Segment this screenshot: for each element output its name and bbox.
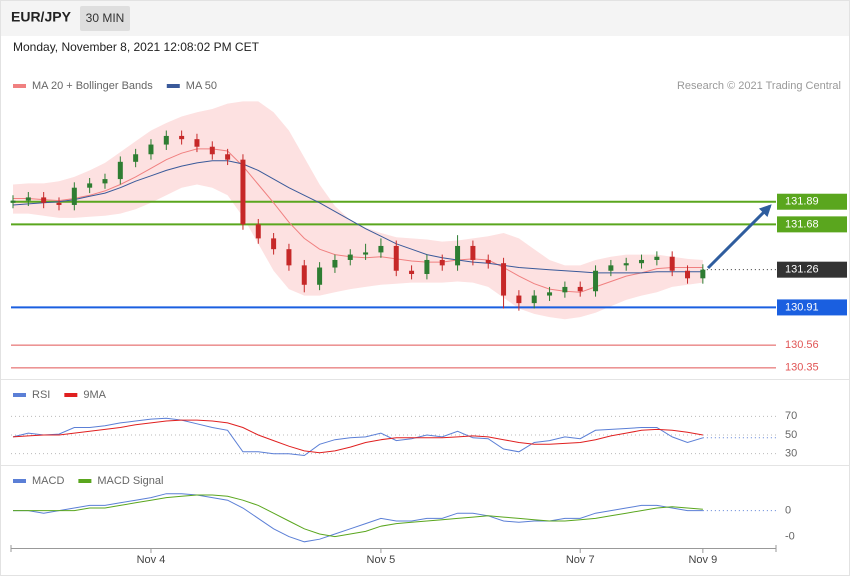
candle-body: [133, 154, 139, 162]
candle-body: [163, 135, 169, 145]
y-tick-label: 50: [785, 429, 797, 441]
candle-body: [669, 256, 675, 271]
interval-label[interactable]: 30 MIN: [86, 11, 125, 25]
price-level-label: 130.91: [785, 301, 819, 313]
candle-body: [639, 259, 645, 264]
y-tick-label: 30: [785, 448, 797, 460]
price-level-label: 130.56: [785, 339, 819, 351]
indicator-line: [13, 494, 703, 538]
source-note: Research © 2021 Trading Central: [677, 80, 841, 92]
candle-body: [393, 245, 399, 271]
candle-body: [562, 286, 568, 293]
candle-body: [301, 265, 307, 285]
interval-button[interactable]: [80, 6, 130, 31]
candle-body: [577, 286, 583, 292]
legend-swatch: [13, 84, 26, 88]
candle-body: [179, 135, 185, 140]
candle-body: [654, 256, 660, 260]
price-level-label: 131.68: [785, 218, 819, 230]
symbol: EUR/JPY: [11, 9, 72, 25]
candle-body: [194, 139, 200, 147]
legend-label: MA 50: [186, 80, 217, 92]
candle-body: [470, 245, 476, 260]
header-bar: [1, 1, 849, 36]
x-tick-label: Nov 4: [137, 554, 166, 566]
x-tick-label: Nov 7: [566, 554, 595, 566]
candle-body: [363, 252, 369, 255]
y-tick-label: 0: [785, 505, 791, 517]
candle-body: [240, 159, 246, 225]
candle-body: [516, 295, 522, 304]
price-level-box: [777, 299, 847, 316]
price-level-box: [777, 261, 847, 278]
candle-body: [378, 245, 384, 253]
candle-body: [271, 238, 277, 250]
y-tick-label: -0: [785, 531, 795, 543]
timestamp: Monday, November 8, 2021 12:08:02 PM CET: [13, 40, 260, 54]
legend-label: MA 20 + Bollinger Bands: [32, 80, 153, 92]
legend-swatch: [13, 393, 26, 397]
candle-body: [225, 154, 231, 160]
forecast-arrow: [706, 204, 772, 270]
candle-body: [317, 267, 323, 285]
candle-body: [593, 270, 599, 292]
x-tick-label: Nov 5: [367, 554, 396, 566]
indicator-line: [12, 417, 704, 457]
candle-body: [531, 295, 537, 304]
legend-swatch: [13, 479, 26, 483]
legend-label: MACD Signal: [97, 475, 163, 487]
candle-body: [71, 187, 77, 205]
candle-body: [501, 263, 507, 296]
moving-average: [12, 160, 703, 274]
candle-body: [424, 259, 430, 274]
legend-swatch: [78, 479, 92, 483]
bollinger-band: [13, 101, 703, 320]
candle-body: [117, 161, 123, 180]
price-level-label: 131.89: [785, 196, 819, 208]
candle-body: [56, 202, 62, 205]
candle-body: [485, 259, 491, 264]
legend-label: 9MA: [83, 389, 106, 401]
moving-average: [13, 148, 703, 293]
legend-swatch: [64, 393, 78, 397]
candle-body: [255, 224, 261, 239]
candle-body: [41, 197, 47, 203]
y-tick-label: 70: [785, 410, 797, 422]
candle-body: [547, 292, 553, 296]
candle-body: [209, 146, 215, 155]
candle-body: [102, 179, 108, 184]
candle-body: [10, 200, 16, 203]
price-level-label: 131.26: [785, 264, 819, 276]
legend-label: MACD: [32, 475, 64, 487]
candle-body: [87, 183, 93, 188]
indicator-line: [12, 419, 703, 454]
candle-body: [286, 249, 292, 266]
candle-body: [332, 259, 338, 268]
candle-body: [700, 269, 706, 279]
price-level-box: [777, 216, 847, 233]
candle-body: [608, 265, 614, 271]
indicator-line: [13, 493, 703, 543]
candle-body: [148, 144, 154, 155]
price-level-box: [777, 193, 847, 210]
legend-swatch: [166, 84, 180, 88]
candle-body: [347, 254, 353, 260]
x-tick-label: Nov 9: [688, 554, 717, 566]
price-level-label: 130.35: [785, 362, 819, 374]
candle-body: [409, 270, 415, 274]
candle-body: [685, 270, 691, 279]
legend-label: RSI: [32, 389, 50, 401]
candle-body: [455, 245, 461, 266]
candle-body: [623, 263, 629, 266]
candle-body: [25, 197, 31, 201]
candle-body: [439, 259, 445, 266]
